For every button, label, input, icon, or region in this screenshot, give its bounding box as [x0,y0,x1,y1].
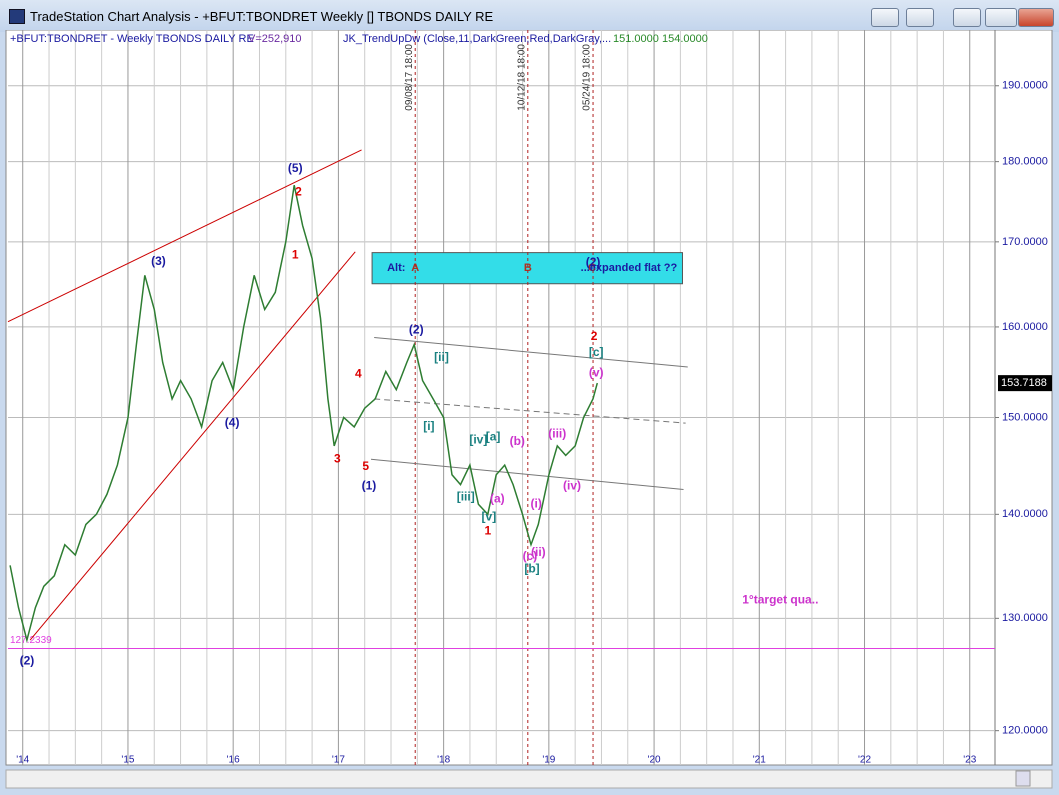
scrollbar[interactable] [5,769,1053,789]
x-tick-label: '23 [963,755,976,766]
wave-label: (2) [20,653,35,667]
last-price-box [998,375,1052,392]
wave-label: (2) [586,255,601,269]
close-button[interactable] [1018,8,1054,27]
wave-label: (3) [151,254,166,268]
wave-label: (a) [490,492,505,506]
event-label: 09/08/17 18:00 [404,44,415,111]
trendline [370,458,684,490]
wave-label: 2 [295,185,302,199]
chart: 120.0000 130.0000 140.0000 150.0000 160.0000… [5,30,1053,789]
x-tick-label: '15 [121,755,134,766]
trendline [7,149,362,323]
symbol-label: +BFUT:TBONDRET - Weekly TBONDS DAILY RE [10,33,254,45]
window-title: TradeStation Chart Analysis - +BFUT:TBON… [30,9,494,24]
wave-label: 3 [334,451,341,465]
indicator-label: JK_TrendUpDw (Close,11,DarkGreen,Red,Dar… [343,33,611,45]
box-label: A [411,262,419,274]
x-tick-label: '17 [332,755,345,766]
wave-label: (5) [288,161,303,175]
y-tick-label: 160.0000 [1002,321,1048,333]
plot-background [5,30,1053,766]
wave-label: (b) [510,434,525,448]
title-bar: TradeStation Chart Analysis - +BFUT:TBON… [0,0,1059,32]
y-tick-label: 180.0000 [1002,156,1048,168]
wave-label: [i] [423,419,434,433]
marks: Alt: A B C...expanded flat ?? 09/08/17 18:00… [7,30,1052,765]
wave-label: (v) [589,365,604,379]
x-tick-label: '21 [753,755,766,766]
y-tick-label: 170.0000 [1002,236,1048,248]
wave-label: 1°target qua.. [742,592,818,606]
trendline [374,398,686,424]
wave-label: 2 [591,329,598,343]
wave-label: (1) [362,479,377,493]
event-label: 05/24/19 18:00 [582,44,593,111]
wave-label: [b] [524,562,539,576]
minimize-button[interactable] [953,8,981,27]
wave-label: (4) [225,415,240,429]
style-button[interactable] [871,8,899,27]
wave-label: 1 [484,524,491,538]
x-tick-label: '22 [858,755,871,766]
wave-label: [ii] [434,350,449,364]
indicator-value: 154.0000 [662,33,708,45]
wave-label: [c] [589,345,604,359]
volume-label: V=252,910 [248,33,302,45]
wave-label: (iii) [548,427,566,441]
price-line [9,185,599,644]
box-label: ...expanded flat ?? [581,262,678,274]
x-tick-label: '14 [16,755,29,766]
x-tick-label: '18 [437,755,450,766]
wave-label: (c) [523,549,538,563]
wave-label: (i) [531,497,542,511]
indicator-value: 151.0000 [613,33,659,45]
wave-label: [a] [486,429,501,443]
x-tick-label: '20 [648,755,661,766]
event-label: 10/12/18 18:00 [516,44,527,111]
wave-label: (ii) [531,545,546,559]
x-tick-label: '19 [542,755,555,766]
last-price-label: 153.7188 [1001,377,1047,389]
grid: 120.0000 130.0000 140.0000 150.0000 160.0000… [8,30,1048,766]
format-button[interactable] [906,8,934,27]
wave-label: 4 [355,366,362,380]
wave-label: (iv) [563,479,581,493]
trendline [29,251,356,641]
wave-label: (2) [409,323,424,337]
box-label: Alt: [387,262,405,274]
scroll-thumb[interactable] [1015,770,1031,787]
box-label: B [524,262,532,274]
app-icon [9,9,25,24]
x-tick-label: '16 [227,755,240,766]
y-tick-label: 140.0000 [1002,508,1048,520]
wave-label: [iii] [457,490,475,504]
wave-label: 5 [362,459,369,473]
box-label: C [588,262,596,274]
y-tick-label: 190.0000 [1002,80,1048,92]
trendline [374,336,688,368]
y-tick-label: 130.0000 [1002,612,1048,624]
maximize-button[interactable] [985,8,1017,27]
y-tick-label: 120.0000 [1002,725,1048,737]
target-label: 127.2339 [10,635,52,646]
wave-label: [v] [482,510,497,524]
wave-label: 1 [292,247,299,261]
y-tick-label: 150.0000 [1002,411,1048,423]
wave-label: [iv] [469,432,487,446]
alt-box [371,252,683,285]
